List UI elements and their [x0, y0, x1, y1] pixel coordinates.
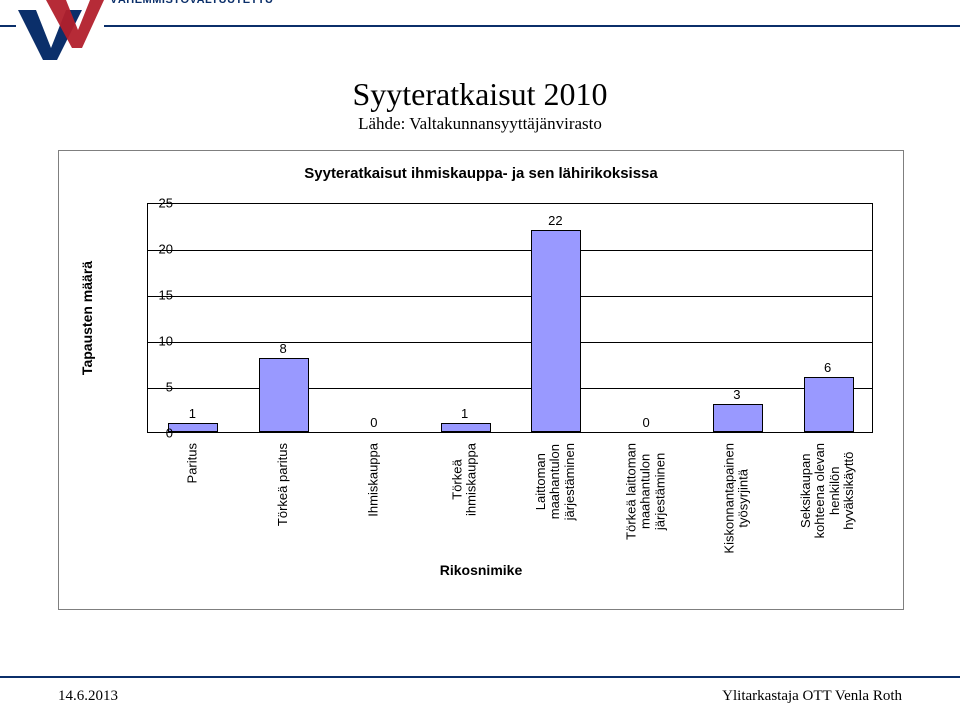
chart-title: Syyteratkaisut ihmiskauppa- ja sen lähir… — [59, 165, 903, 182]
category-label: Seksikaupan kohteena olevan henkilön hyv… — [799, 443, 856, 538]
bar-value-label: 0 — [626, 415, 666, 430]
category-label: Kiskonnantapainen työsyrjintä — [723, 443, 752, 554]
bar-value-label: 1 — [172, 406, 212, 421]
y-tick-label: 5 — [133, 380, 173, 395]
gridline — [148, 388, 872, 389]
bar — [713, 404, 763, 432]
y-tick-label: 15 — [133, 288, 173, 303]
category-label: Törkeä laittoman maahantulon järjestämin… — [625, 443, 668, 540]
bar-value-label: 8 — [263, 341, 303, 356]
category-label: Törkeä ihmiskauppa — [450, 443, 479, 516]
bar — [168, 423, 218, 432]
top-divider — [0, 16, 960, 34]
page-title: Syyteratkaisut 2010 — [0, 76, 960, 113]
page-subtitle: Lähde: Valtakunnansyyttäjänvirasto — [0, 114, 960, 134]
y-tick-label: 10 — [133, 334, 173, 349]
category-label: Paritus — [185, 443, 199, 483]
category-label: Törkeä paritus — [276, 443, 290, 526]
footer-divider — [0, 676, 960, 678]
gridline — [148, 250, 872, 251]
brand-logo — [16, 0, 104, 60]
bar-value-label: 3 — [717, 387, 757, 402]
category-label: Laittoman maahantulon järjestäminen — [534, 443, 577, 520]
brand-text: VÄHEMMISTÖVALTUUTETTU — [110, 0, 273, 6]
bar-value-label: 0 — [354, 415, 394, 430]
chart-plot-area — [147, 203, 873, 433]
y-tick-label: 20 — [133, 242, 173, 257]
y-tick-label: 0 — [133, 426, 173, 441]
y-axis-label-wrap: Tapausten määrä — [77, 203, 97, 433]
x-axis-label: Rikosnimike — [59, 562, 903, 578]
category-label: Ihmiskauppa — [367, 443, 381, 517]
footer-date: 14.6.2013 — [58, 688, 118, 705]
bar — [259, 358, 309, 432]
bar — [804, 377, 854, 432]
footer-author: Ylitarkastaja OTT Venla Roth — [722, 688, 902, 705]
bar-value-label: 22 — [535, 213, 575, 228]
gridline — [148, 296, 872, 297]
y-axis-label: Tapausten määrä — [79, 261, 95, 375]
chart-frame: Syyteratkaisut ihmiskauppa- ja sen lähir… — [58, 150, 904, 610]
bar — [531, 230, 581, 432]
bar-value-label: 6 — [808, 360, 848, 375]
bar — [441, 423, 491, 432]
gridline — [148, 342, 872, 343]
y-tick-label: 25 — [133, 196, 173, 211]
bar-value-label: 1 — [445, 406, 485, 421]
